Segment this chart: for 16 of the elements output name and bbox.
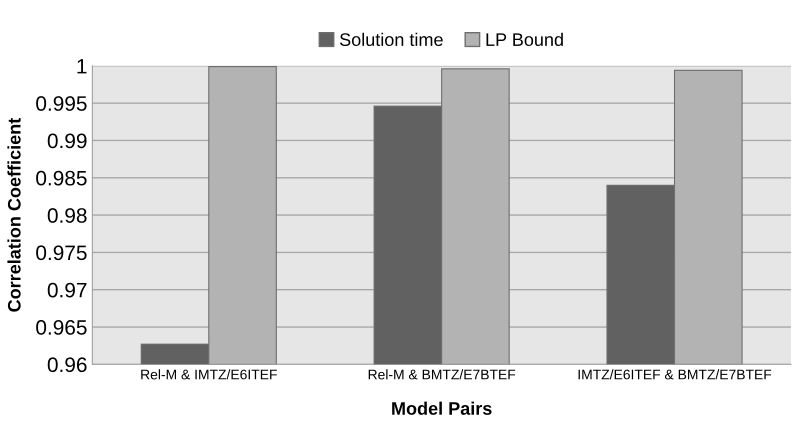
y-tick-label: 0.97 xyxy=(48,282,86,298)
y-tick-label: 0.98 xyxy=(48,208,87,223)
y-tick-label: 0.96 xyxy=(48,357,87,372)
legend-label: Solution time xyxy=(340,32,443,46)
y-tick-label: 0.965 xyxy=(36,320,87,335)
x-tick-label: IMTZ/E6ITEF & BMTZ/E7BTEF xyxy=(578,369,772,380)
y-tick-label: 0.985 xyxy=(36,170,87,186)
y-tick-label: 0.995 xyxy=(36,96,87,111)
legend-label: LP Bound xyxy=(486,32,563,46)
y-tick-label: 1 xyxy=(77,59,86,74)
y-axis-title: Correlation Coefficient xyxy=(7,118,21,312)
x-tick-label: Rel-M & BMTZ/E7BTEF xyxy=(368,369,516,380)
y-tick-label: 0.99 xyxy=(48,133,86,148)
x-axis-title: Model Pairs xyxy=(392,402,492,415)
x-tick-label: Rel-M & IMTZ/E6ITEF xyxy=(141,369,277,380)
y-tick-label: 0.975 xyxy=(36,245,87,260)
